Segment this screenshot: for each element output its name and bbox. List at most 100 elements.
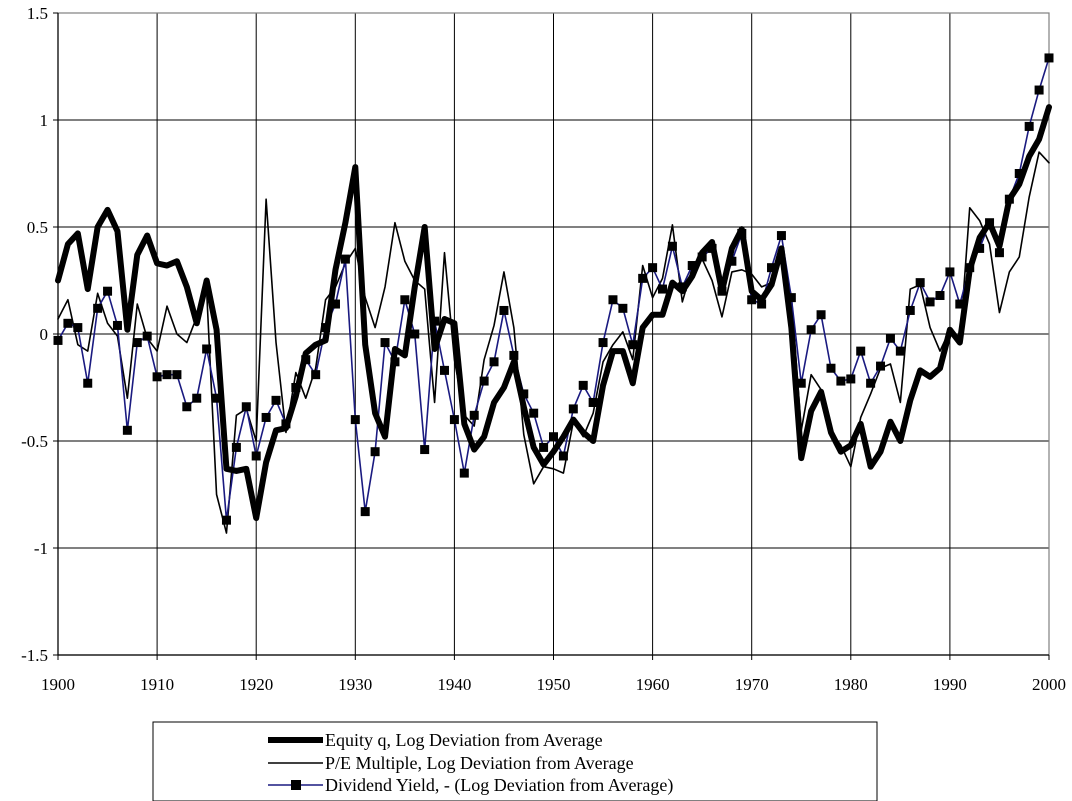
dividend-yield-point xyxy=(212,393,222,403)
x-axis-tick-labels: 1900 1910 1920 1930 1940 1950 1960 1970 1980 1990… xyxy=(41,675,1066,694)
dividend-yield-point xyxy=(529,408,539,418)
dividend-yield-point xyxy=(241,402,251,412)
dividend-yield-point xyxy=(93,303,103,313)
dividend-yield-point xyxy=(1044,53,1054,63)
dividend-yield-point xyxy=(1024,121,1034,131)
dividend-yield-point xyxy=(112,320,122,330)
dividend-yield-point xyxy=(410,329,420,339)
dividend-yield-point xyxy=(420,445,430,455)
dividend-yield-point xyxy=(915,278,925,288)
dividend-yield-point xyxy=(806,325,816,335)
dividend-yield-point xyxy=(816,310,826,320)
axis-ticks xyxy=(53,12,1050,660)
dividend-yield-point xyxy=(182,402,192,412)
dividend-yield-point xyxy=(380,338,390,348)
dividend-yield-point xyxy=(330,299,340,309)
dividend-yield-point xyxy=(261,412,271,422)
dividend-yield-point xyxy=(935,290,945,300)
dividend-yield-point xyxy=(53,335,63,345)
y-axis-tick-labels: -1.5 -1 -0.5 0 0.5 1 1.5 xyxy=(21,4,48,665)
dividend-yield-point xyxy=(459,468,469,478)
dividend-yield-point xyxy=(885,333,895,343)
x-tick-label: 1980 xyxy=(834,675,868,694)
dividend-yield-point xyxy=(122,425,132,435)
dividend-yield-point xyxy=(1014,169,1024,178)
dividend-yield-point xyxy=(747,295,757,305)
dividend-yield-point xyxy=(1034,85,1044,95)
dividend-yield-point xyxy=(489,357,499,367)
dividend-yield-point xyxy=(370,447,380,457)
grid-lines xyxy=(57,12,1050,656)
dividend-yield-point xyxy=(340,254,350,264)
legend-item-dividend-yield: Dividend Yield, - (Log Deviation from Av… xyxy=(268,775,673,796)
legend-label-dividend-yield: Dividend Yield, - (Log Deviation from Av… xyxy=(325,775,673,796)
legend: Equity q, Log Deviation from Average P/E… xyxy=(152,721,878,801)
dividend-yield-point xyxy=(162,370,172,380)
dividend-yield-point xyxy=(499,305,509,315)
y-tick-label: -1 xyxy=(34,539,48,558)
dividend-yield-point xyxy=(449,415,459,425)
x-tick-label: 1910 xyxy=(140,675,174,694)
dividend-yield-point xyxy=(925,297,935,307)
dividend-yield-point xyxy=(687,261,697,271)
dividend-yield-point xyxy=(658,284,668,294)
dividend-yield-point xyxy=(73,323,83,333)
dividend-yield-point xyxy=(628,340,638,350)
dividend-yield-point xyxy=(767,263,777,273)
legend-item-pe-multiple: P/E Multiple, Log Deviation from Average xyxy=(268,753,634,773)
dividend-yield-point xyxy=(172,370,182,380)
y-tick-label: 0.5 xyxy=(27,218,48,237)
legend-item-equity-q: Equity q, Log Deviation from Average xyxy=(268,730,603,750)
dividend-yield-point xyxy=(876,361,886,371)
dividend-yield-point xyxy=(63,318,73,328)
x-tick-label: 1930 xyxy=(338,675,372,694)
legend-marker-dividend-yield xyxy=(291,780,301,790)
x-tick-label: 1990 xyxy=(933,675,967,694)
dividend-yield-point xyxy=(588,397,598,407)
y-tick-label: -0.5 xyxy=(21,432,48,451)
dividend-yield-point xyxy=(638,273,648,283)
dividend-yield-point xyxy=(796,378,806,388)
dividend-yield-point xyxy=(539,442,549,452)
dividend-yield-point xyxy=(142,331,152,341)
dividend-yield-point xyxy=(350,415,360,425)
dividend-yield-point xyxy=(598,338,608,348)
dividend-yield-point xyxy=(509,350,519,360)
series-layer xyxy=(53,53,1054,534)
y-tick-label: 1 xyxy=(40,111,49,130)
dividend-yield-point xyxy=(757,299,767,309)
dividend-yield-point xyxy=(271,395,281,405)
x-tick-label: 1900 xyxy=(41,675,75,694)
dividend-yield-point xyxy=(251,451,261,461)
dividend-yield-point xyxy=(994,248,1004,258)
dividend-yield-point xyxy=(905,305,915,315)
x-tick-label: 1970 xyxy=(735,675,769,694)
dividend-yield-point xyxy=(856,346,866,356)
dividend-yield-point xyxy=(439,365,449,375)
dividend-yield-point xyxy=(846,374,856,384)
dividend-yield-point xyxy=(152,372,162,382)
dividend-yield-point xyxy=(132,338,142,348)
dividend-yield-point xyxy=(836,376,846,386)
y-tick-label: 1.5 xyxy=(27,4,48,23)
x-tick-label: 1920 xyxy=(239,675,273,694)
legend-label-equity-q: Equity q, Log Deviation from Average xyxy=(325,730,603,750)
dividend-yield-point xyxy=(648,263,658,273)
dividend-yield-point xyxy=(866,378,876,388)
dividend-yield-point xyxy=(231,442,241,452)
y-tick-label: 0 xyxy=(40,325,49,344)
dividend-yield-point xyxy=(945,267,955,277)
dividend-yield-point xyxy=(221,515,231,525)
dividend-yield-point xyxy=(549,432,558,442)
dividend-yield-point xyxy=(103,286,113,296)
dividend-yield-point xyxy=(479,376,489,386)
dividend-yield-point xyxy=(83,378,93,388)
dividend-yield-point xyxy=(311,370,321,380)
dividend-yield-point xyxy=(400,295,410,305)
dividend-yield-point xyxy=(618,303,628,313)
legend-label-pe-multiple: P/E Multiple, Log Deviation from Average xyxy=(325,753,634,773)
x-tick-label: 1940 xyxy=(437,675,471,694)
dividend-yield-point xyxy=(786,293,796,303)
dividend-yield-point xyxy=(975,243,985,253)
y-tick-label: -1.5 xyxy=(21,646,48,665)
